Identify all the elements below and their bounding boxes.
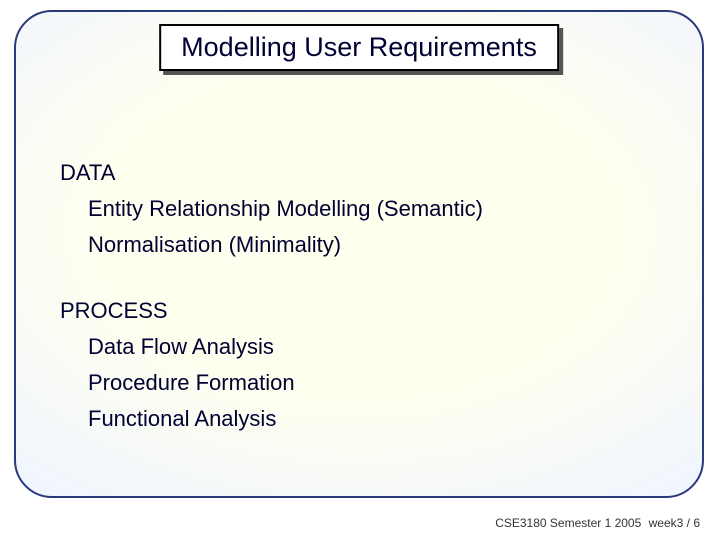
section-gap (60, 268, 662, 298)
section-heading-process: PROCESS (60, 298, 662, 324)
footer-course: CSE3180 Semester 1 2005 (495, 516, 641, 530)
section-item: Data Flow Analysis (88, 334, 662, 360)
slide-content: DATA Entity Relationship Modelling (Sema… (60, 160, 662, 442)
footer-page: week3 / 6 (649, 516, 700, 530)
slide-frame: Modelling User Requirements DATA Entity … (14, 10, 704, 498)
section-item: Procedure Formation (88, 370, 662, 396)
section-item: Normalisation (Minimality) (88, 232, 662, 258)
slide-footer: CSE3180 Semester 1 2005 week3 / 6 (495, 516, 700, 530)
slide-title: Modelling User Requirements (181, 32, 537, 63)
section-heading-data: DATA (60, 160, 662, 186)
section-item: Functional Analysis (88, 406, 662, 432)
title-box: Modelling User Requirements (159, 24, 559, 71)
section-item: Entity Relationship Modelling (Semantic) (88, 196, 662, 222)
